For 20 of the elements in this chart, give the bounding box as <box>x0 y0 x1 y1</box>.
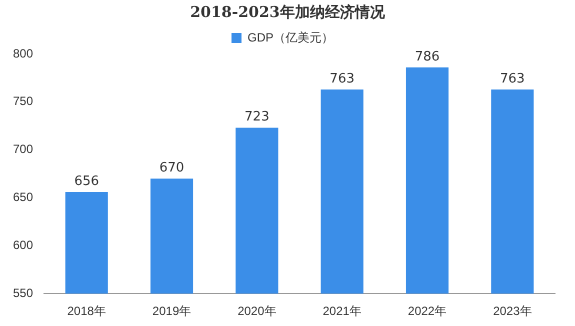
data-label: 786 <box>414 49 440 64</box>
data-label: 656 <box>74 174 100 189</box>
y-tick-label: 800 <box>12 46 34 60</box>
x-tick-label: 2018年 <box>67 304 106 318</box>
x-tick-label: 2019年 <box>152 304 192 318</box>
data-label: 763 <box>500 71 525 86</box>
y-tick-label: 750 <box>12 94 34 108</box>
x-tick-label: 2020年 <box>238 304 276 318</box>
y-tick-label: 600 <box>12 238 34 252</box>
data-label: 723 <box>244 110 270 125</box>
data-label: 670 <box>159 160 184 176</box>
x-tick-label: 2023年 <box>493 304 532 318</box>
legend-label: GDP（亿美元） <box>248 30 334 44</box>
x-tick-label: 2022年 <box>408 304 447 318</box>
y-tick-label: 550 <box>12 286 34 300</box>
y-tick-label: 650 <box>12 190 34 204</box>
chart-title: 2018-2023年加纳经济情况 <box>189 2 386 22</box>
x-tick-label: 2021年 <box>322 304 362 318</box>
y-tick-label: 700 <box>12 142 34 156</box>
data-label: 763 <box>330 71 355 86</box>
